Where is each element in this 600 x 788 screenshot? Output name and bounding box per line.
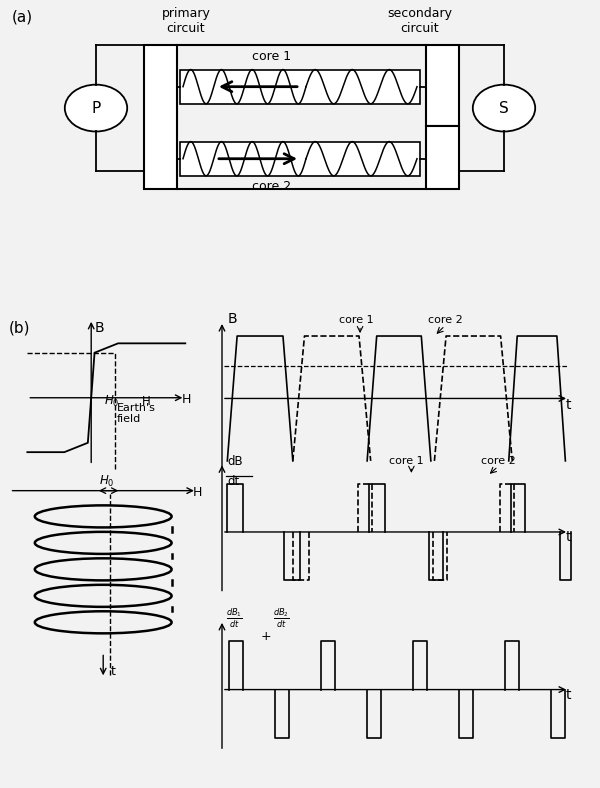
Bar [144, 45, 177, 189]
Text: t: t [565, 688, 571, 702]
Text: $H_0$: $H_0$ [104, 394, 120, 409]
Text: primary
circuit: primary circuit [161, 7, 211, 35]
Bar [180, 70, 420, 103]
Text: (b): (b) [9, 320, 31, 336]
Text: core 2: core 2 [252, 180, 291, 193]
Text: dB: dB [227, 455, 243, 468]
Text: B: B [95, 321, 104, 335]
Text: core 1: core 1 [339, 314, 374, 325]
Circle shape [473, 84, 535, 132]
Text: core 2: core 2 [428, 314, 463, 325]
Text: (a): (a) [12, 9, 33, 24]
Text: core 2: core 2 [481, 455, 515, 466]
Text: S: S [499, 101, 509, 116]
Text: B: B [227, 311, 237, 325]
Text: $\frac{dB_1}{dt}$: $\frac{dB_1}{dt}$ [226, 607, 242, 630]
Text: $\frac{dB_2}{dt}$: $\frac{dB_2}{dt}$ [274, 607, 290, 630]
Text: dt: dt [227, 475, 239, 488]
Text: H: H [193, 486, 203, 499]
Text: secondary
circuit: secondary circuit [388, 7, 452, 35]
Text: t: t [565, 398, 571, 412]
Text: H: H [142, 396, 151, 408]
Text: t: t [110, 664, 115, 678]
Text: core 1: core 1 [252, 50, 291, 63]
Bar [426, 126, 459, 189]
Text: core 1: core 1 [389, 455, 424, 466]
Bar [180, 142, 420, 176]
Text: +: + [261, 630, 272, 642]
Text: H: H [182, 393, 191, 407]
Text: P: P [91, 101, 101, 116]
Text: t: t [565, 530, 571, 545]
Circle shape [65, 84, 127, 132]
Text: $H_0$: $H_0$ [99, 474, 115, 489]
Bar [426, 45, 459, 126]
Text: Earth's
field: Earth's field [116, 403, 155, 424]
